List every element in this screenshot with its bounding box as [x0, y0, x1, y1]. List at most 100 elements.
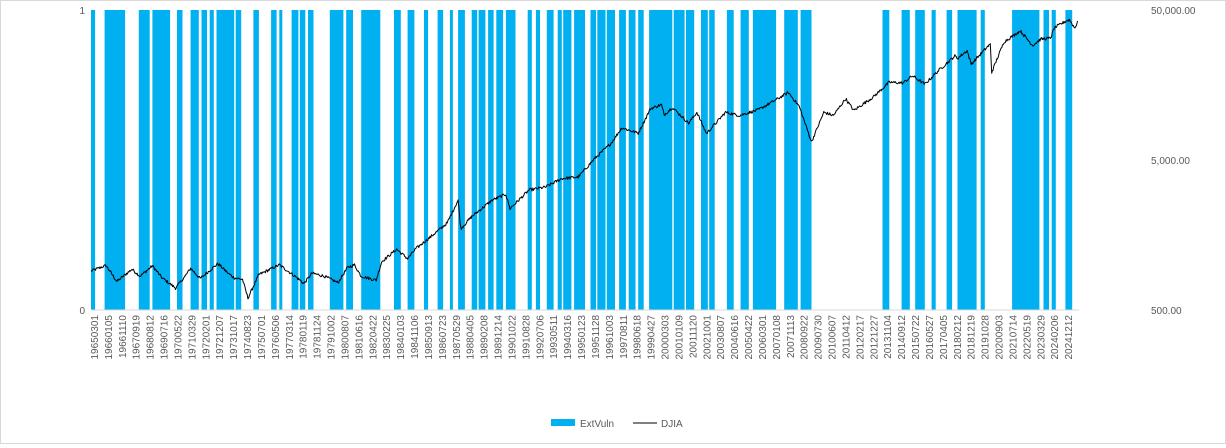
extvuln-bar [709, 10, 715, 310]
x-tick-label: 20241212 [1064, 315, 1075, 360]
x-tick-label: 19791002 [327, 315, 338, 360]
extvuln-bar [1065, 10, 1073, 310]
legend-label-djia: DJIA [661, 419, 683, 430]
extvuln-bar [740, 10, 749, 310]
extvuln-bar [424, 10, 429, 310]
right-tick-label: 500.00 [1151, 306, 1182, 317]
extvuln-bar [980, 10, 985, 310]
x-tick-label: 19890208 [480, 315, 491, 360]
x-tick-label: 19710329 [187, 315, 198, 360]
x-tick-label: 20180212 [953, 315, 964, 360]
x-tick-label: 20170405 [939, 315, 950, 360]
left-tick-label: 1 [79, 6, 85, 17]
x-tick-label: 19860723 [438, 315, 449, 360]
djia-line-layer [90, 18, 1079, 300]
x-tick-label: 19740823 [243, 315, 254, 360]
x-axis: 19650301 19660105 19661110 19670919 19680812… [90, 315, 1075, 360]
extvuln-bar [931, 10, 936, 310]
x-tick-label: 20021001 [702, 315, 713, 360]
x-tick-label: 19841106 [410, 315, 421, 359]
x-tick-label: 19950123 [577, 315, 588, 360]
x-tick-label: 20060301 [758, 315, 769, 360]
extvuln-bar [152, 10, 171, 310]
extvuln-bar [563, 10, 572, 310]
extvuln-bar [901, 10, 910, 310]
x-tick-label: 19961003 [605, 315, 616, 360]
x-tick-label: 19800807 [341, 315, 352, 360]
x-tick-label: 20110412 [841, 315, 852, 359]
extvuln-bar [1012, 10, 1040, 310]
x-tick-label: 19750701 [257, 315, 268, 360]
right-tick-label: 50,000.00 [1151, 6, 1196, 17]
extvuln-bar [597, 10, 606, 310]
extvuln-bar [253, 10, 259, 310]
x-tick-label: 20010109 [675, 315, 686, 360]
extvuln-bar [686, 10, 695, 310]
extvuln-bar [104, 10, 126, 310]
x-tick-label: 19670919 [132, 315, 143, 360]
x-tick-label: 19910828 [521, 315, 532, 360]
x-tick-label: 19721207 [215, 315, 226, 360]
x-tick-label: 19920706 [535, 315, 546, 360]
x-tick-label: 19820422 [368, 315, 379, 360]
extvuln-bar [478, 10, 486, 310]
left-axis: 01 [79, 6, 85, 317]
x-tick-label: 19951128 [591, 315, 602, 359]
extvuln-bar [1051, 10, 1056, 310]
right-tick-label: 5,000.00 [1151, 156, 1190, 167]
extvuln-bar [546, 10, 554, 310]
x-tick-label: 19810616 [354, 315, 365, 360]
extvuln-bar [471, 10, 478, 310]
x-tick-label: 19830225 [382, 315, 393, 360]
x-tick-label: 19850913 [424, 315, 435, 360]
x-tick-label: 20191028 [981, 315, 992, 360]
extvuln-bar [673, 10, 685, 310]
extvuln-bar [505, 10, 516, 310]
extvuln-bar [574, 10, 585, 310]
x-tick-label: 19970811 [619, 315, 630, 359]
x-tick-label: 20140912 [897, 315, 908, 360]
left-tick-label: 0 [79, 306, 85, 317]
x-tick-label: 20181219 [967, 315, 978, 360]
x-tick-label: 19840103 [396, 315, 407, 360]
x-tick-label: 19760506 [271, 315, 282, 360]
extvuln-bar [915, 10, 925, 310]
x-tick-label: 19990427 [647, 315, 658, 360]
legend-swatch-extvuln [551, 419, 575, 426]
x-tick-label: 19891214 [494, 315, 505, 360]
extvuln-bar [177, 10, 183, 310]
extvuln-bar [628, 10, 636, 310]
x-tick-label: 20120217 [855, 315, 866, 360]
extvuln-bar [726, 10, 734, 310]
extvuln-bars [91, 10, 1073, 310]
x-tick-label: 19940316 [563, 315, 574, 360]
x-tick-label: 19930511 [549, 315, 560, 359]
x-tick-label: 19661110 [118, 315, 129, 358]
x-tick-label: 20030807 [716, 315, 727, 360]
x-tick-label: 19780119 [299, 315, 310, 359]
x-tick-label: 20050422 [744, 315, 755, 360]
extvuln-bar [308, 10, 314, 310]
x-tick-label: 19660105 [104, 315, 115, 360]
extvuln-bar [527, 10, 532, 310]
extvuln-bar [488, 10, 494, 310]
extvuln-bar [957, 10, 977, 310]
x-tick-label: 20011120 [688, 315, 699, 358]
x-tick-label: 20131104 [883, 315, 894, 359]
x-tick-label: 19690716 [160, 315, 171, 360]
extvuln-bar [784, 10, 798, 310]
x-tick-label: 19680812 [146, 315, 157, 360]
x-tick-label: 20160527 [925, 315, 936, 360]
x-tick-label: 20100607 [828, 315, 839, 360]
x-tick-label: 20080922 [800, 315, 811, 360]
extvuln-bar [458, 10, 465, 310]
x-tick-label: 19731017 [229, 315, 240, 360]
right-axis: 500.00 5,000.00 50,000.00 [1151, 6, 1196, 317]
extvuln-bar [279, 10, 283, 310]
extvuln-bar [800, 10, 812, 310]
x-tick-label: 20040616 [730, 315, 741, 360]
x-tick-label: 20150722 [911, 315, 922, 360]
legend: ExtVuln DJIA [551, 419, 683, 430]
extvuln-bar [291, 10, 299, 310]
extvuln-bar [271, 10, 277, 310]
